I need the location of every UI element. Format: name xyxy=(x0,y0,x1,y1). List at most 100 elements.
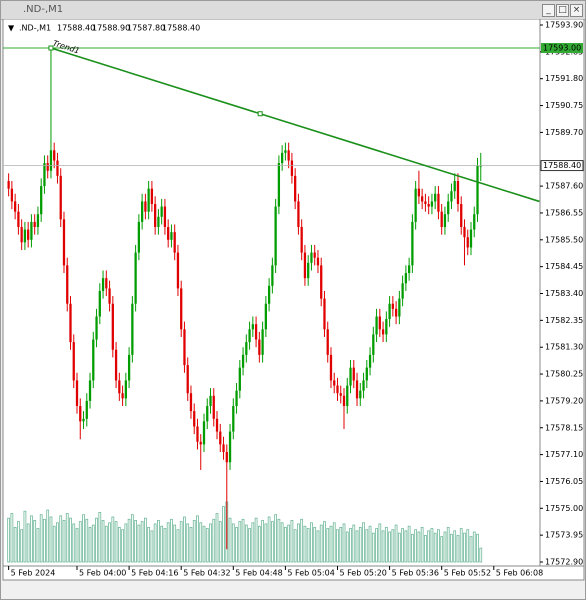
volume-bar xyxy=(7,517,11,563)
header-arrow: ▼ xyxy=(8,24,15,33)
candle-body xyxy=(163,206,167,228)
close-button[interactable]: × xyxy=(570,4,583,17)
x-tick-label: 5 Feb 05:20 xyxy=(339,569,386,578)
candle-body xyxy=(160,206,163,217)
volume-bar xyxy=(472,531,476,563)
candle-body xyxy=(167,227,170,240)
candle-body xyxy=(134,252,137,304)
hline-price-box xyxy=(541,43,583,54)
volume-bar xyxy=(202,525,206,563)
candle-body xyxy=(297,201,300,228)
y-tick-label: 17580.25 xyxy=(545,370,583,379)
candle-body xyxy=(450,191,453,202)
candle-body xyxy=(170,232,173,240)
volume-bar xyxy=(179,521,183,563)
volume-bar xyxy=(111,516,115,563)
y-tick-label: 17578.15 xyxy=(545,423,583,432)
volume-bar xyxy=(108,522,111,563)
volume-bar xyxy=(332,522,336,563)
y-tick-label: 17585.50 xyxy=(545,235,583,244)
candle-body xyxy=(417,188,421,197)
plot-area xyxy=(2,19,541,567)
candle-body xyxy=(437,193,440,212)
trend-line xyxy=(50,47,540,203)
volume-bar xyxy=(384,526,388,563)
volume-bar xyxy=(277,518,281,563)
volume-bar xyxy=(378,523,382,563)
candle-body xyxy=(469,229,473,248)
candle-body xyxy=(378,316,381,330)
candle-body xyxy=(199,441,202,445)
volume-bar xyxy=(417,531,421,563)
candle-body xyxy=(294,175,297,202)
candle-body xyxy=(88,380,92,401)
candle-body xyxy=(206,406,209,422)
volume-bar xyxy=(345,531,349,563)
candle-body xyxy=(56,160,59,176)
candle-body xyxy=(267,285,271,304)
candle-body xyxy=(258,339,261,355)
x-tick-label: 5 Feb 05:36 xyxy=(392,569,439,578)
volume-bar xyxy=(424,535,427,563)
y-tick-label: 17583.40 xyxy=(545,289,583,298)
volume-bar xyxy=(130,514,134,563)
candle-body xyxy=(385,319,388,335)
volume-bar xyxy=(160,525,164,563)
candle-body xyxy=(79,406,82,422)
volume-bar xyxy=(10,513,14,563)
candle-body xyxy=(23,229,27,243)
minimize-button[interactable]: _ xyxy=(542,4,555,17)
maximize-button[interactable]: □ xyxy=(556,4,569,17)
volume-bar xyxy=(254,517,258,563)
volume-bar xyxy=(456,535,460,563)
candle-body xyxy=(186,365,189,394)
candle-body xyxy=(460,204,463,228)
candle-body xyxy=(20,227,23,243)
trend-anchor xyxy=(48,45,54,51)
y-tick-label: 17575.00 xyxy=(545,504,583,513)
x-tick-label: 5 Feb 04:00 xyxy=(79,569,126,578)
candle-body xyxy=(124,380,127,399)
candle-body xyxy=(105,278,108,289)
candle-body xyxy=(424,201,427,204)
candle-body xyxy=(75,380,79,407)
candle-body xyxy=(310,252,313,263)
volume-bar xyxy=(293,529,297,563)
volume-bar xyxy=(339,526,343,563)
volume-bar xyxy=(443,531,447,563)
candle-body xyxy=(254,324,258,340)
volume-bar xyxy=(355,530,359,563)
volume-bar xyxy=(270,521,274,563)
volume-bar xyxy=(150,530,154,563)
candle-body xyxy=(261,329,264,355)
volume-bar xyxy=(342,523,346,563)
candle-body xyxy=(173,232,176,253)
volume-bar xyxy=(244,524,248,563)
y-tick-label: 17576.05 xyxy=(545,477,583,486)
volume-bar xyxy=(62,520,66,563)
candle-body xyxy=(248,329,251,343)
volume-bar xyxy=(166,522,170,563)
candle-body xyxy=(245,342,248,355)
candle-body xyxy=(466,237,469,248)
candle-body xyxy=(300,227,303,253)
volume-bar xyxy=(323,521,326,563)
volume-bar xyxy=(371,532,375,563)
volume-bar xyxy=(407,525,411,563)
volume-bar xyxy=(257,525,261,563)
volume-bar xyxy=(287,524,291,563)
y-tick-label: 17586.55 xyxy=(545,208,583,217)
volume-bar xyxy=(306,528,310,563)
candle-body xyxy=(287,150,290,161)
volume-bar xyxy=(186,523,190,563)
volume-bar xyxy=(300,518,304,563)
volume-bar xyxy=(215,513,219,563)
volume-bar xyxy=(274,514,278,563)
volume-bar xyxy=(241,518,245,563)
volume-bar xyxy=(251,522,255,563)
candle-body xyxy=(118,380,121,394)
candle-body xyxy=(274,206,277,266)
y-tick-label: 17590.75 xyxy=(545,101,583,110)
candle-body xyxy=(362,380,365,391)
candle-body xyxy=(53,150,56,161)
